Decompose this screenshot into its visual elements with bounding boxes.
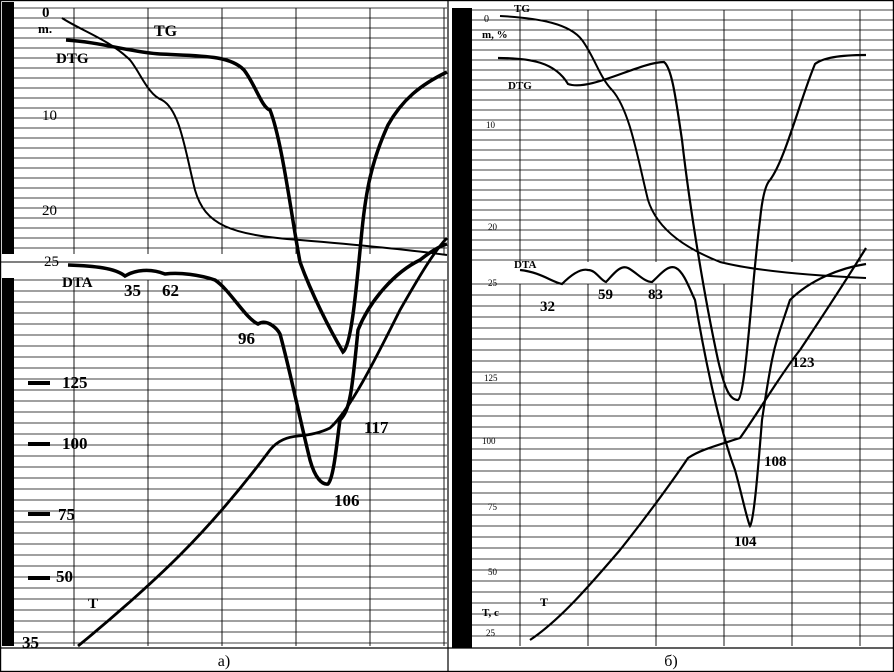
panel-a-lower-tick-marks (28, 381, 50, 580)
panel-a-lower-grid (14, 279, 447, 646)
panel-a-dta-curve (67, 242, 448, 486)
panel-b-dtg-label: DTG (508, 80, 532, 92)
panel-b-temperature-unit-label: T, c (482, 607, 499, 619)
panel-b-peak-label: 104 (734, 534, 757, 550)
panel-b-upper-tick-label: 20 (488, 222, 498, 232)
panel-b-upper-grid (472, 9, 893, 262)
panel-b-tg-label: TG (514, 3, 530, 15)
panel-b-upper-tick-label: 25 (488, 278, 498, 288)
panel-b-t-curve (529, 247, 867, 641)
panel-b-dta-label: DTA (514, 259, 536, 271)
panel-a-peak-label: 117 (364, 418, 389, 437)
panel-a-tg-label: TG (154, 23, 178, 40)
panel-a-upper-tick-label: 25 (44, 254, 59, 270)
panel-a-peak-label: 96 (238, 329, 255, 348)
panel-b-peak-label: 32 (540, 299, 555, 315)
panel-a-upper-grid (14, 7, 447, 254)
panel-b-mass-unit-label: m, % (482, 29, 508, 41)
panel-a-t-curve (77, 237, 448, 648)
panel-a-lower-tick-label: 100 (62, 434, 88, 453)
panel-a-lower-scale-bar (2, 278, 14, 646)
panel-a-lower-tick-label: 50 (56, 567, 73, 586)
panel-b-lower-tick-label: 75 (488, 502, 498, 512)
panel-a-dta-label: DTA (62, 275, 93, 291)
panel-a-upper-tick-label: 0 (42, 5, 50, 21)
panel-b-lower-tick-label: 50 (488, 567, 498, 577)
panel-a-upper-tick-label: 20 (42, 203, 57, 219)
panel-b-peak-label: 59 (598, 287, 613, 303)
panel-b-lower-grid (472, 283, 893, 646)
panel-b-upper-tick-label: 0 (484, 14, 489, 25)
panel-b-lower-tick-label: 125 (484, 373, 498, 383)
panel-b-derivatogram: TG m, % 0 10 20 25 125 100 75 50 25 T, c… (452, 3, 894, 648)
panel-a-caption: а) (218, 653, 230, 670)
panel-a-lower-tick-label: 35 (22, 633, 39, 652)
panel-a-upper-tick-label: 10 (42, 108, 57, 124)
panel-b-peak-label: 83 (648, 287, 663, 303)
panel-a-peak-label: 35 (124, 281, 141, 300)
panel-a-scale-gap (0, 256, 447, 276)
panel-a-derivatogram: m. 0 10 20 25 125 100 75 50 35 TG DTG DT… (0, 2, 448, 652)
panel-b-upper-tick-label: 10 (486, 120, 496, 130)
panel-b-lower-tick-label: 25 (486, 628, 496, 638)
panel-a-dtg-curve (65, 38, 448, 355)
panel-b-t-label: T (540, 595, 548, 609)
panel-b-peak-label: 108 (764, 454, 787, 470)
panel-b-dtg-curve (497, 53, 867, 402)
panel-a-upper-scale-bar (2, 2, 14, 254)
panel-a-peak-label: 106 (334, 491, 360, 510)
panel-a-dtg-label: DTG (56, 51, 89, 67)
panel-a-tg-curve (61, 17, 448, 256)
panel-a-t-label: T (88, 596, 98, 612)
panel-b-peak-label: 123 (792, 355, 815, 371)
panel-a-lower-tick-label: 75 (58, 505, 75, 524)
panel-b-left-scale-bar (452, 8, 472, 648)
panel-b-tg-curve (499, 15, 867, 279)
panel-b-scale-gap (472, 264, 894, 282)
panel-a-lower-tick-label: 125 (62, 373, 88, 392)
panel-a-peak-label: 62 (162, 281, 179, 300)
panel-a-mass-unit-label: m. (38, 21, 52, 36)
panel-b-lower-tick-label: 100 (482, 436, 496, 446)
panel-b-caption: б) (664, 653, 677, 670)
panel-b-dta-curve (519, 262, 867, 529)
